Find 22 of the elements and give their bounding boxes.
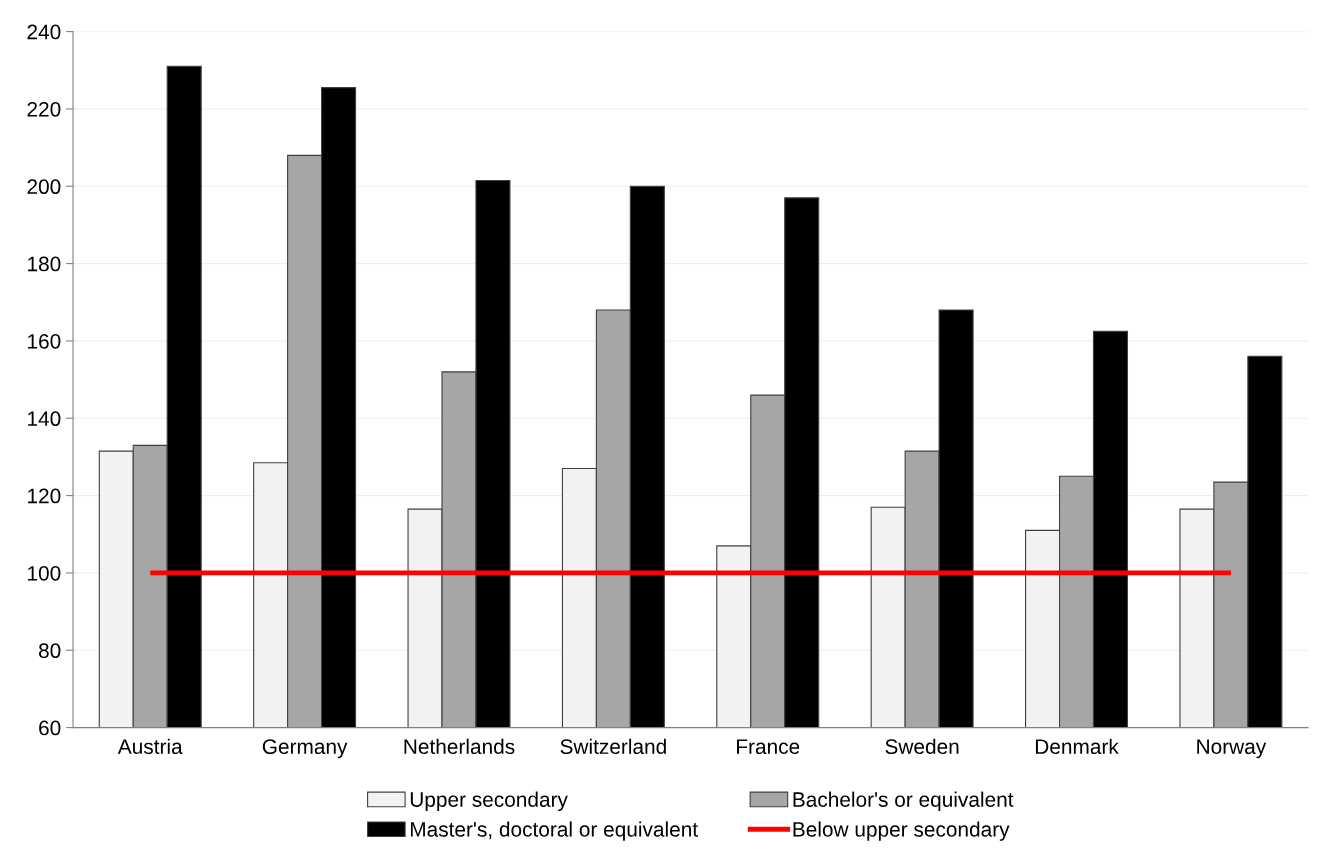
y-tick-label: 120 [28, 488, 61, 504]
legend-label: Upper secondary [410, 791, 568, 812]
legend-label: Below upper secondary [793, 821, 1010, 841]
y-tick-label: 240 [27, 24, 61, 40]
y-tick-label: 140 [28, 411, 61, 427]
y-tick-label: 220 [27, 101, 61, 117]
x-tick-label: Switzerland [560, 738, 666, 755]
y-tick-label: 100 [28, 565, 61, 581]
y-tick-label: 180 [28, 256, 61, 272]
y-tick-label: 200 [27, 179, 61, 195]
legend-label: Master's, doctoral or equivalent [410, 821, 698, 841]
y-tick-label: 80 [38, 643, 61, 659]
x-tick-label: Norway [1197, 739, 1267, 759]
y-tick-label: 60 [39, 720, 61, 736]
x-tick-label: Denmark [1035, 738, 1119, 755]
x-tick-label: Germany [262, 739, 348, 759]
x-tick-label: France [737, 739, 800, 755]
x-tick-label: Sweden [885, 738, 959, 755]
x-tick-label: Netherlands [404, 738, 515, 755]
y-tick-label: 160 [28, 333, 61, 349]
legend-label: Bachelor's or equivalent [793, 791, 1014, 812]
x-tick-label: Austria [117, 738, 183, 755]
